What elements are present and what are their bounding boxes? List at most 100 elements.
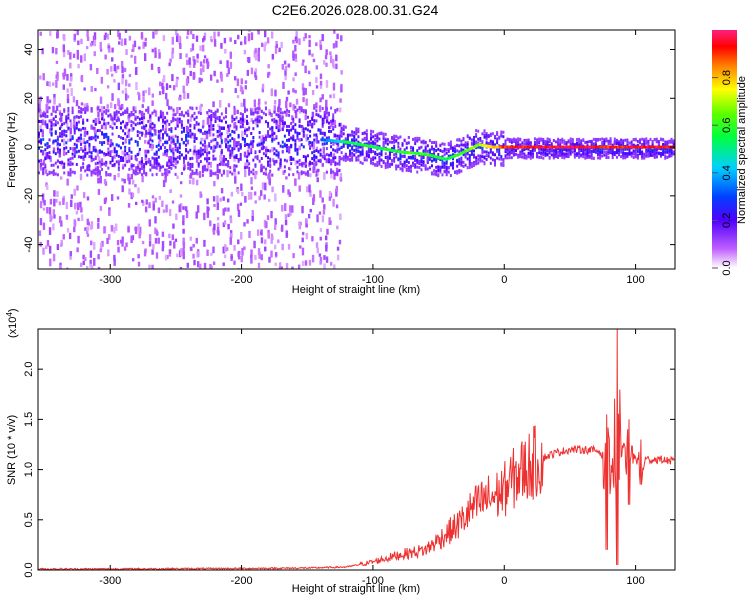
heatmap-cell [481, 146, 484, 150]
heatmap-ridge-cell [462, 150, 465, 154]
heatmap-cell [292, 157, 295, 161]
heatmap-cell [338, 137, 341, 141]
heatmap-cell [71, 152, 74, 156]
heatmap-cell [292, 125, 295, 129]
heatmap-cell [80, 214, 84, 221]
heatmap-cell [243, 118, 246, 123]
heatmap-cell [90, 170, 93, 174]
heatmap-cell [175, 78, 179, 83]
heatmap-cell [344, 158, 347, 162]
heatmap-cell [127, 116, 131, 123]
heatmap-cell [254, 155, 257, 159]
heatmap-cell [525, 147, 528, 151]
heatmap-ridge-cell [488, 145, 491, 149]
heatmap-cell [229, 144, 232, 148]
heatmap-cell [154, 51, 157, 59]
heatmap-cell [132, 108, 135, 112]
heatmap-cell [141, 199, 144, 203]
heatmap-cell [235, 127, 238, 131]
heatmap-cell [584, 140, 587, 144]
heatmap-cell [203, 35, 206, 41]
heatmap-cell [161, 241, 165, 249]
heatmap-cell [607, 156, 610, 160]
heatmap-cell [250, 256, 253, 264]
heatmap-cell [115, 160, 118, 164]
heatmap-ridge-cell [443, 157, 446, 161]
heatmap-cell [327, 129, 330, 133]
heatmap-cell [180, 153, 183, 157]
heatmap-cell [231, 172, 234, 176]
heatmap-cell [154, 110, 158, 117]
heatmap-cell [525, 154, 528, 158]
heatmap-cell [212, 127, 215, 131]
heatmap-cell [174, 144, 177, 148]
heatmap-cell [105, 108, 108, 112]
heatmap-cell [59, 264, 62, 269]
heatmap-cell [237, 251, 241, 260]
heatmap-cell [233, 138, 236, 142]
heatmap-cell [290, 144, 293, 148]
heatmap-cell [407, 165, 410, 169]
heatmap-cell [132, 127, 135, 131]
heatmap-cell [82, 149, 85, 153]
heatmap-ridge-cell [656, 145, 659, 149]
heatmap-cell [111, 156, 114, 160]
heatmap-cell [197, 162, 200, 166]
heatmap-cell [283, 165, 286, 169]
heatmap-cell [212, 138, 215, 142]
heatmap-cell [229, 61, 233, 69]
heatmap-cell [335, 185, 339, 192]
heatmap-cell [216, 142, 219, 146]
heatmap-cell [69, 147, 72, 151]
heatmap-cell [151, 144, 155, 149]
heatmap-cell [50, 132, 53, 136]
heatmap-cell [561, 137, 564, 141]
heatmap-cell [246, 159, 249, 163]
heatmap-cell [397, 145, 400, 149]
heatmap-cell [304, 109, 307, 113]
heatmap-cell [485, 137, 488, 141]
heatmap-cell [298, 132, 301, 136]
heatmap-cell [162, 152, 165, 157]
heatmap-cell [241, 130, 244, 138]
heatmap-cell [357, 140, 360, 144]
heatmap-cell [227, 127, 231, 133]
heatmap-ridge-cell [485, 144, 488, 148]
heatmap-ridge-cell [546, 145, 549, 149]
heatmap-cell [399, 167, 402, 171]
heatmap-cell [165, 148, 169, 157]
heatmap-cell [267, 232, 270, 239]
heatmap-cell [460, 162, 463, 166]
heatmap-cell [108, 45, 111, 53]
heatmap-cell [548, 138, 551, 142]
heatmap-cell [617, 151, 620, 155]
heatmap-cell [50, 127, 53, 131]
heatmap-cell [278, 99, 281, 106]
heatmap-cell [479, 157, 482, 161]
heatmap-ridge-cell [451, 155, 454, 159]
heatmap-cell [323, 263, 326, 269]
heatmap-cell [329, 55, 333, 64]
heatmap-cell [54, 172, 57, 176]
heatmap-cell [136, 140, 139, 144]
heatmap-cell [191, 132, 194, 136]
heatmap-ridge-cell [409, 151, 412, 155]
heatmap-cell [172, 117, 175, 121]
heatmap-ridge-cell [530, 145, 533, 149]
heatmap-cell [98, 160, 101, 164]
heatmap-cell [295, 98, 299, 105]
heatmap-cell [273, 244, 277, 250]
heatmap-cell [538, 155, 541, 159]
heatmap-cell [336, 225, 339, 230]
heatmap-ridge-cell [605, 145, 608, 149]
heatmap-cell [116, 65, 120, 70]
heatmap-cell [40, 159, 43, 163]
heatmap-cell [582, 139, 585, 143]
heatmap-cell [193, 111, 196, 115]
heatmap-cell [48, 144, 51, 148]
heatmap-cell [195, 122, 198, 126]
heatmap-cell [241, 120, 244, 124]
heatmap-cell [248, 145, 251, 149]
heatmap-ridge-cell [484, 144, 487, 148]
heatmap-ridge-cell [437, 155, 440, 159]
